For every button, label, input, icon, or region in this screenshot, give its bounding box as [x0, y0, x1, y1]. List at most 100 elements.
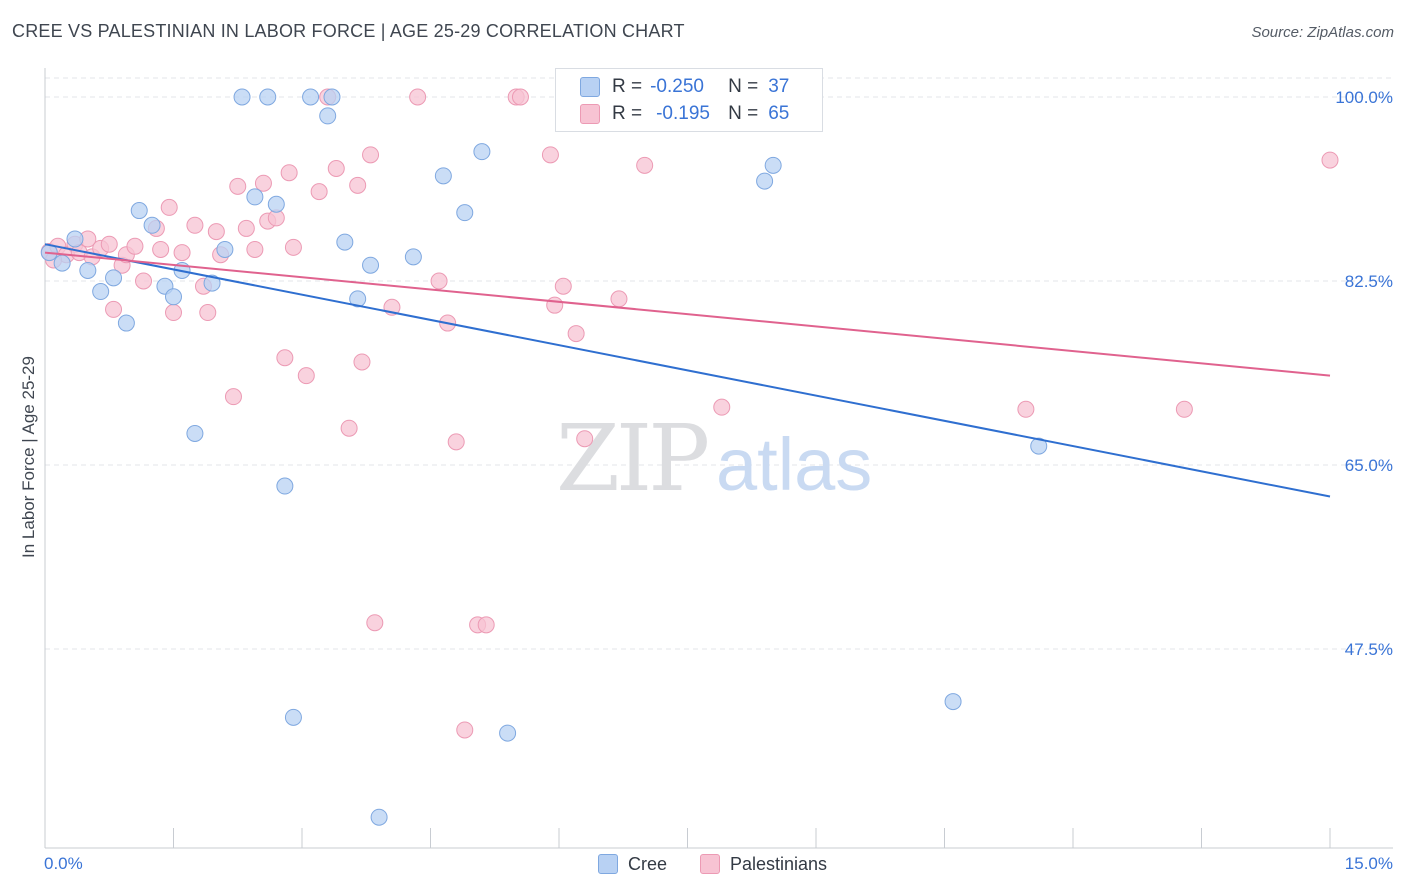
palestinians-point — [152, 240, 170, 258]
tick-labels: 47.5% 65.0% 82.5% 100.0% 0.0% 15.0% — [44, 88, 1393, 873]
palestinians-point — [327, 159, 345, 177]
legend-r-value: -0.250 — [650, 76, 704, 97]
palestinians-point — [636, 156, 654, 174]
palestinians-point — [546, 296, 564, 314]
palestinians-point — [105, 300, 123, 318]
legend-row-cree: R = -0.250 N = 37 — [580, 74, 789, 100]
legend-n-value: 37 — [768, 76, 790, 97]
palestinians-point — [160, 198, 178, 216]
legend-n-label: N = — [728, 76, 759, 97]
cree-point — [302, 88, 320, 106]
palestinians-point — [366, 614, 384, 632]
cree-label: Cree — [628, 853, 668, 874]
x-tick-label-left: 0.0% — [44, 854, 83, 873]
palestinians-point — [477, 616, 495, 634]
cree-point — [1030, 437, 1048, 455]
palestinians-point — [456, 721, 474, 739]
cree-point — [233, 88, 251, 106]
palestinians-point — [541, 146, 559, 164]
palestinians-point — [567, 325, 585, 343]
cree-swatch — [580, 77, 600, 97]
legend-n-label: N = — [728, 103, 759, 124]
palestinians-point — [1321, 151, 1339, 169]
palestinians-point — [447, 433, 465, 451]
cree-point — [349, 290, 367, 308]
palestinians-swatch — [700, 854, 720, 874]
palestinians-point — [511, 88, 529, 106]
cree-point — [499, 724, 517, 742]
cree-point — [284, 708, 302, 726]
palestinians-point — [199, 304, 217, 322]
y-tick-label: 65.0% — [1345, 456, 1393, 475]
cree-point — [434, 167, 452, 185]
palestinians-point — [254, 174, 272, 192]
cree-point — [203, 274, 221, 292]
palestinians-point — [349, 176, 367, 194]
watermark-atlas: atlas — [716, 423, 872, 506]
cree-point — [165, 288, 182, 306]
palestinians-point — [362, 146, 380, 164]
cree-points — [40, 88, 1048, 826]
cree-point — [105, 269, 123, 287]
palestinians-point — [297, 367, 315, 385]
gridlines — [45, 77, 1393, 650]
cree-point — [404, 248, 422, 266]
palestinians-point — [126, 237, 144, 255]
legend-n-value: 65 — [768, 103, 790, 124]
palestinians-point — [310, 183, 328, 201]
palestinians-point — [1017, 400, 1035, 418]
correlation-legend: R = -0.250 N = 37 R = -0.195 N = 65 — [555, 68, 823, 132]
legend-row-palestinians: R = -0.195 N = 65 — [580, 101, 789, 127]
palestinians-point — [340, 419, 358, 437]
cree-point — [267, 195, 285, 213]
palestinians-label: Palestinians — [730, 853, 828, 874]
chart-title: CREE VS PALESTINIAN IN LABOR FORCE | AGE… — [12, 21, 685, 41]
cree-point — [764, 156, 782, 174]
bottom-legend-cree: Cree — [598, 852, 667, 876]
cree-point — [259, 88, 277, 106]
cree-point — [117, 314, 135, 332]
palestinians-point — [135, 272, 153, 290]
legend-r-value: -0.195 — [656, 103, 710, 124]
cree-point — [79, 261, 97, 279]
cree-point — [276, 477, 294, 495]
palestinians-point — [207, 223, 225, 241]
cree-point — [66, 230, 84, 248]
bottom-legend-palestinians: Palestinians — [700, 852, 827, 876]
cree-point — [456, 204, 474, 222]
source-credit: Source: ZipAtlas.com — [1251, 24, 1394, 41]
palestinians-point — [276, 349, 294, 367]
axes — [44, 68, 1393, 849]
palestinians-point — [713, 398, 731, 416]
y-tick-label: 100.0% — [1335, 88, 1393, 107]
cree-point — [756, 172, 774, 190]
palestinians-point — [186, 216, 204, 234]
palestinians-point — [409, 88, 427, 106]
palestinians-point — [224, 388, 242, 406]
palestinians-point — [237, 219, 255, 237]
cree-point — [143, 216, 161, 234]
palestinians-point — [430, 272, 448, 290]
x-tick-label-right: 15.0% — [1345, 854, 1393, 873]
trend-lines — [44, 243, 1331, 498]
watermark: ZIP atlas — [556, 405, 872, 512]
cree-point — [92, 283, 110, 301]
cree-point — [944, 693, 962, 711]
cree-point — [362, 256, 380, 274]
cree-point — [370, 808, 388, 826]
palestinians-point — [165, 304, 182, 322]
palestinians-point — [229, 177, 247, 195]
legend-r-label: R = — [612, 76, 643, 97]
palestinians-point — [610, 290, 628, 308]
y-tick-label: 82.5% — [1345, 272, 1393, 291]
palestinians-points — [40, 88, 1339, 739]
cree-point — [53, 254, 71, 272]
y-tick-label: 47.5% — [1345, 640, 1393, 659]
cree-point — [130, 202, 148, 220]
cree-point — [319, 107, 337, 125]
cree-trend-line — [44, 243, 1331, 498]
palestinians-point — [576, 430, 594, 448]
palestinians-point — [353, 353, 371, 371]
cree-point — [216, 240, 234, 258]
